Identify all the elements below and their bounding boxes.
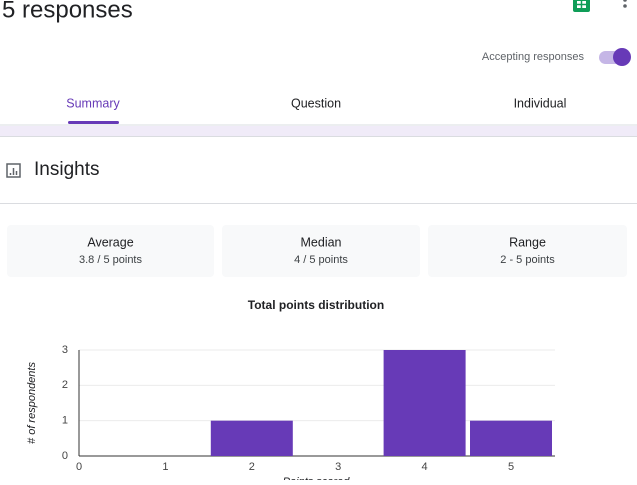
tab-indicator	[68, 121, 119, 124]
bar	[470, 420, 552, 456]
stat-label: Range	[509, 235, 546, 249]
y-axis-title: # of respondents	[26, 362, 38, 444]
more-menu[interactable]	[623, 0, 627, 8]
chart-title: Total points distribution	[248, 298, 384, 312]
tab[interactable]: Summary	[66, 96, 120, 110]
x-tick-label: 1	[162, 461, 168, 473]
x-tick-label: 0	[76, 461, 82, 473]
insights-icon	[6, 163, 21, 178]
y-tick-label: 1	[62, 415, 68, 427]
band	[0, 126, 637, 136]
stat-value: 4 / 5 points	[294, 254, 348, 266]
stat-label: Median	[301, 235, 342, 249]
stat-value: 3.8 / 5 points	[79, 254, 142, 266]
accepting-toggle[interactable]	[599, 48, 631, 66]
tab[interactable]: Question	[291, 96, 341, 110]
stat-label: Average	[87, 235, 133, 249]
stat-card	[428, 225, 627, 277]
stat-card	[7, 225, 214, 277]
y-tick-label: 0	[62, 450, 68, 462]
x-tick-label: 5	[508, 461, 514, 473]
insights-title: Insights	[34, 159, 99, 180]
accepting-label: Accepting responses	[482, 51, 585, 63]
sheets-icon[interactable]	[573, 0, 590, 12]
y-tick-label: 3	[62, 344, 68, 356]
response-count: 5 responses	[2, 0, 133, 23]
x-axis-title: Points scored	[283, 476, 351, 480]
x-tick-label: 3	[335, 461, 341, 473]
stat-card	[222, 225, 420, 277]
y-tick-label: 2	[62, 379, 68, 391]
stat-value: 2 - 5 points	[500, 254, 555, 266]
bar	[210, 420, 293, 456]
x-tick-label: 4	[422, 461, 428, 473]
x-tick-label: 2	[249, 461, 255, 473]
tab[interactable]: Individual	[514, 96, 567, 110]
bar	[383, 350, 466, 456]
